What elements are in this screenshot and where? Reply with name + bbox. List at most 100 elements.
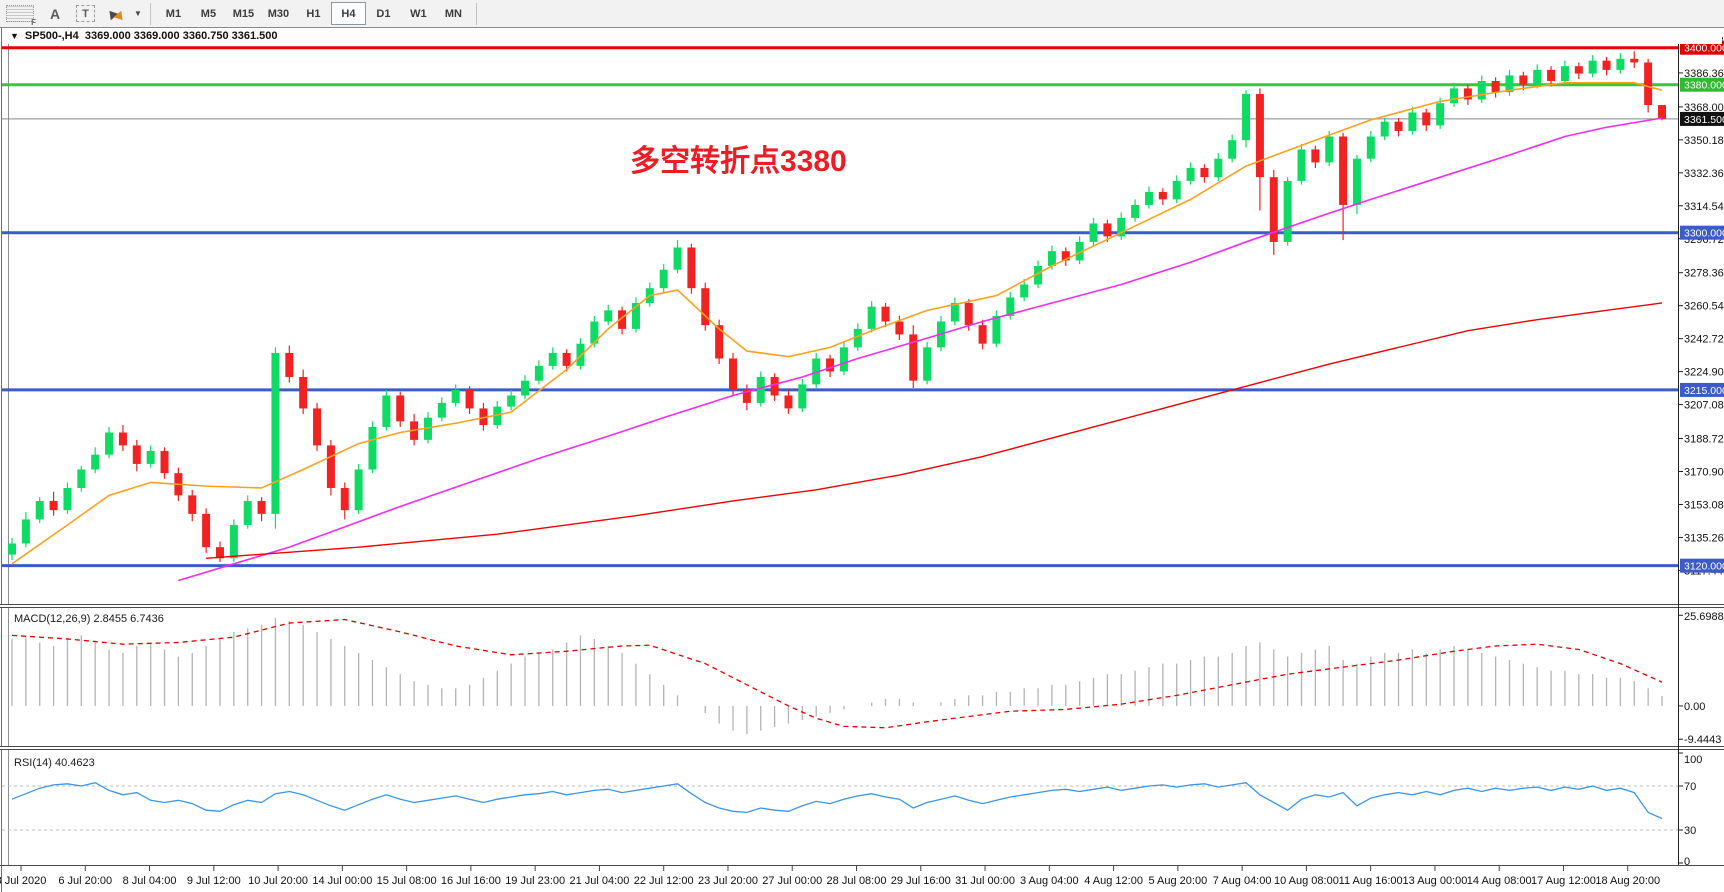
candle-body [1463,88,1472,100]
candle-body [1658,105,1666,119]
candle-body [1242,93,1251,141]
candle-body [950,302,959,322]
macd-label: MACD(12,26,9) 2.8455 6.7436 [14,613,164,625]
candle-body [1144,191,1153,205]
timeframe-button-h4-active[interactable]: H4 [330,2,366,25]
timeframe-button-w1[interactable]: W1 [410,7,427,20]
toolbar: F A T ▼ M1 M5 M15 M30 H1 H4 D1 W1 MN [0,0,1724,28]
time-axis-label: 16 Jul 16:00 [441,875,501,887]
pane-separator [0,604,1724,608]
candle-body [1547,69,1556,81]
price-badge-label: 3300.000 [1684,228,1724,240]
timeframe-button-h1[interactable]: H1 [306,7,321,20]
rsi-tick-label: 70 [1684,781,1696,793]
candle-body [715,325,724,359]
candle-body [271,352,280,514]
price-badge [1680,111,1724,126]
candle-body [1034,265,1043,285]
candle-body [729,358,738,390]
price-tick-label: 3170.900 [1684,467,1724,479]
time-axis-label: 8 Jul 04:00 [123,875,177,887]
time-axis-label: 14 Aug 08:00 [1467,875,1532,887]
candle-body [1089,223,1098,242]
price-tick-label: 3314.540 [1684,201,1724,213]
chart-dropdown-icon[interactable]: ▼ [10,31,19,41]
price-tick-label: 3350.180 [1684,135,1724,147]
candle-body [742,389,751,403]
price-tick-label: 3242.720 [1684,334,1724,346]
candle-body [91,454,100,470]
candle-body [548,352,557,366]
candle-body [313,408,322,446]
candle-body [1158,191,1167,200]
timeframe-button-m30[interactable]: M30 [267,7,290,20]
indicator-grid-icon[interactable]: F [6,5,36,27]
time-axis-label: 3 Jul 2020 [0,875,46,887]
candle-body [521,380,530,396]
candle-body [1311,149,1320,163]
macd-tick-label: 0.00 [1684,701,1705,713]
timeframe-button-m5[interactable]: M5 [200,7,217,20]
toolbar-separator [149,2,151,25]
price-badge [1680,558,1724,573]
time-axis-label: 11 Aug 16:00 [1339,875,1403,887]
time-axis-label: 21 Jul 04:00 [569,875,629,887]
candle-body [895,321,904,335]
candle-body [978,325,987,344]
timeframe-button-mn[interactable]: MN [444,7,462,20]
price-badge [1680,382,1724,397]
time-axis-label: 15 Jul 08:00 [377,875,437,887]
candle-body [784,395,793,409]
pane-separator [0,746,1724,750]
candle-body [1047,251,1056,266]
macd-signal-line [11,618,1663,729]
candle-body [1574,66,1583,74]
price-badge-label: 3361.500 [1684,114,1724,126]
candle-body [1228,140,1237,159]
candle-body [673,247,682,270]
candle-body [1491,80,1500,93]
candle-body [396,395,405,422]
macd-tick-label: 25.6988 [1684,611,1724,623]
timeframe-button-m15[interactable]: M15 [232,7,255,20]
price-badge-label: 3215.000 [1684,385,1724,397]
candle-body [368,426,377,470]
candle-body [853,328,862,348]
candle-body [21,519,30,544]
price-badge [1680,225,1724,240]
price-tick-label: 3332.360 [1684,168,1724,180]
arrows-dropdown-caret[interactable]: ▼ [134,9,142,18]
text-label-icon[interactable]: T [76,5,95,22]
time-axis-label: 23 Jul 20:00 [698,875,758,887]
time-axis-label: 10 Aug 08:00 [1274,875,1339,887]
candle-body [146,450,155,464]
price-tick-label: 3135.260 [1684,532,1724,544]
font-icon[interactable]: A [49,5,61,22]
rsi-line [11,782,1663,820]
candle-body [340,487,349,511]
candle-body [1644,62,1653,106]
candle-body [534,365,543,381]
candle-body [49,500,58,511]
price-tick-label: 3278.360 [1684,268,1724,280]
timeframe-button-m1[interactable]: M1 [165,7,182,20]
candle-body [839,347,848,372]
chart-window-header: ▼ SP500-,H4 3369.000 3369.000 3360.750 3… [2,28,1722,44]
candle-body [1408,112,1417,131]
candle-body [202,513,211,548]
rsi-tick-label: 100 [1684,754,1702,766]
candle-body [479,408,488,426]
candle-body [756,376,765,403]
candle-body [35,500,44,520]
timeframe-button-d1[interactable]: D1 [376,7,391,20]
candle-body [285,352,294,377]
candle-body [1560,66,1569,81]
candle-body [1172,180,1181,200]
candle-body [1352,158,1361,205]
ma-slow-line [206,302,1663,559]
macd-tick-label: -9.4443 [1684,734,1721,746]
arrow-objects-icon[interactable] [103,4,129,24]
time-axis-label: 6 Jul 20:00 [58,875,112,887]
time-axis-label: 29 Jul 16:00 [891,875,951,887]
